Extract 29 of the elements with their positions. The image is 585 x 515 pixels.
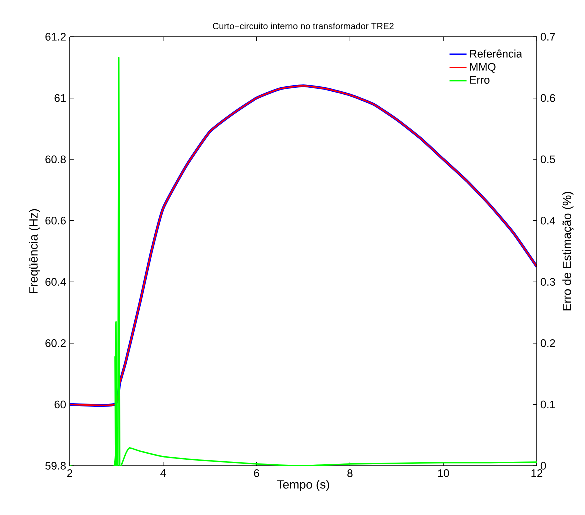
legend-label: MMQ: [470, 63, 496, 73]
x-tick-label: 2: [68, 470, 72, 478]
y2-tick-label: 0.5: [540, 156, 556, 164]
y2-tick-label: 0.7: [540, 33, 556, 41]
x-tick-label: 8: [348, 470, 353, 478]
y-tick-label: 60: [54, 400, 66, 409]
y-tick-label: 61.2: [46, 33, 66, 41]
x-tick-label: 6: [254, 470, 260, 478]
y-tick-label: 61: [54, 94, 66, 102]
y2-tick-label: 0.3: [540, 278, 556, 286]
legend-label: Referência: [470, 50, 522, 58]
y-tick-label: 60.2: [46, 340, 66, 348]
legend-label: Erro: [470, 76, 490, 84]
y2-axis-title: Erro de Estimação (%): [562, 192, 574, 311]
y-tick-label: 60.6: [46, 216, 66, 225]
x-tick-label: 12: [532, 470, 543, 478]
y2-tick-label: 0.4: [540, 216, 556, 225]
y2-tick-label: 0.6: [540, 94, 556, 102]
x-axis-title: Tempo (s): [277, 480, 330, 492]
y-axis-title: Freqüência (Hz): [29, 209, 40, 294]
y-tick-label: 60.4: [46, 278, 66, 286]
y-tick-label: 60.8: [46, 156, 66, 164]
chart-title: Curto−circuito interno no transformador TRE2: [213, 22, 394, 30]
y2-tick-label: 0.2: [540, 340, 556, 348]
y2-tick-label: 0.1: [540, 400, 556, 409]
y-tick-label: 59.8: [46, 462, 66, 470]
y2-tick-label: 0: [540, 462, 546, 470]
x-tick-label: 4: [160, 470, 166, 478]
x-tick-label: 10: [438, 470, 450, 478]
